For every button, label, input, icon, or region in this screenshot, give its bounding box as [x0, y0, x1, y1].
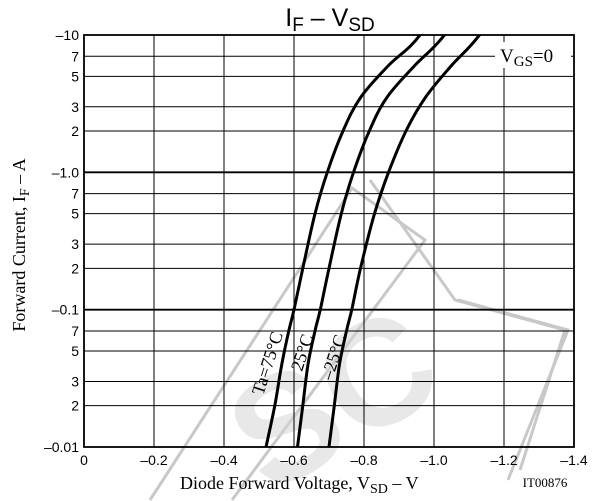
x-tick-label: –0.8 — [350, 452, 377, 468]
chart-title: IF – VSD — [285, 4, 374, 36]
x-tick-label: 0 — [80, 452, 88, 468]
x-tick-label: –0.4 — [210, 452, 237, 468]
y-tick-labels: –10 7 5 3 2 –1.0 7 5 3 2 –0.1 7 5 3 2 –0.01 — [44, 27, 79, 455]
y-tick-label: –1.0 — [52, 164, 79, 180]
y-tick-label: 7 — [71, 48, 79, 64]
x-axis-label: Diode Forward Voltage, VSD – V — [180, 473, 419, 497]
plot-grid — [84, 35, 574, 447]
condition-label: VGS=0 — [500, 46, 553, 70]
figure-code: IT00876 — [523, 475, 568, 490]
y-tick-label: 2 — [71, 398, 79, 414]
y-tick-label: –0.01 — [44, 439, 79, 455]
x-tick-label: –1.0 — [420, 452, 447, 468]
curve-layer — [264, 35, 482, 447]
series-line-3 — [327, 35, 482, 447]
x-tick-label: –1.4 — [560, 452, 587, 468]
y-tick-label: 3 — [71, 99, 79, 115]
x-tick-label: –0.6 — [280, 452, 307, 468]
y-tick-label: 7 — [71, 323, 79, 339]
y-tick-label: 3 — [71, 236, 79, 252]
y-tick-label: 5 — [71, 68, 79, 84]
series-line-2 — [296, 35, 447, 447]
y-tick-label: 2 — [71, 260, 79, 276]
series-line-1 — [264, 35, 422, 447]
condition-box-bg — [495, 42, 571, 68]
y-tick-label: 5 — [71, 343, 79, 359]
x-tick-label: –1.2 — [490, 452, 517, 468]
x-tick-label: –0.2 — [140, 452, 167, 468]
y-axis-label: Forward Current, IF – A — [9, 158, 33, 331]
x-tick-labels: 0 –0.2 –0.4 –0.6 –0.8 –1.0 –1.2 –1.4 — [80, 452, 588, 468]
y-tick-label: 2 — [71, 123, 79, 139]
y-tick-label: –0.1 — [52, 302, 79, 318]
y-tick-label: 7 — [71, 186, 79, 202]
y-tick-label: 3 — [71, 373, 79, 389]
y-tick-label: 5 — [71, 206, 79, 222]
y-tick-label: –10 — [56, 27, 80, 43]
